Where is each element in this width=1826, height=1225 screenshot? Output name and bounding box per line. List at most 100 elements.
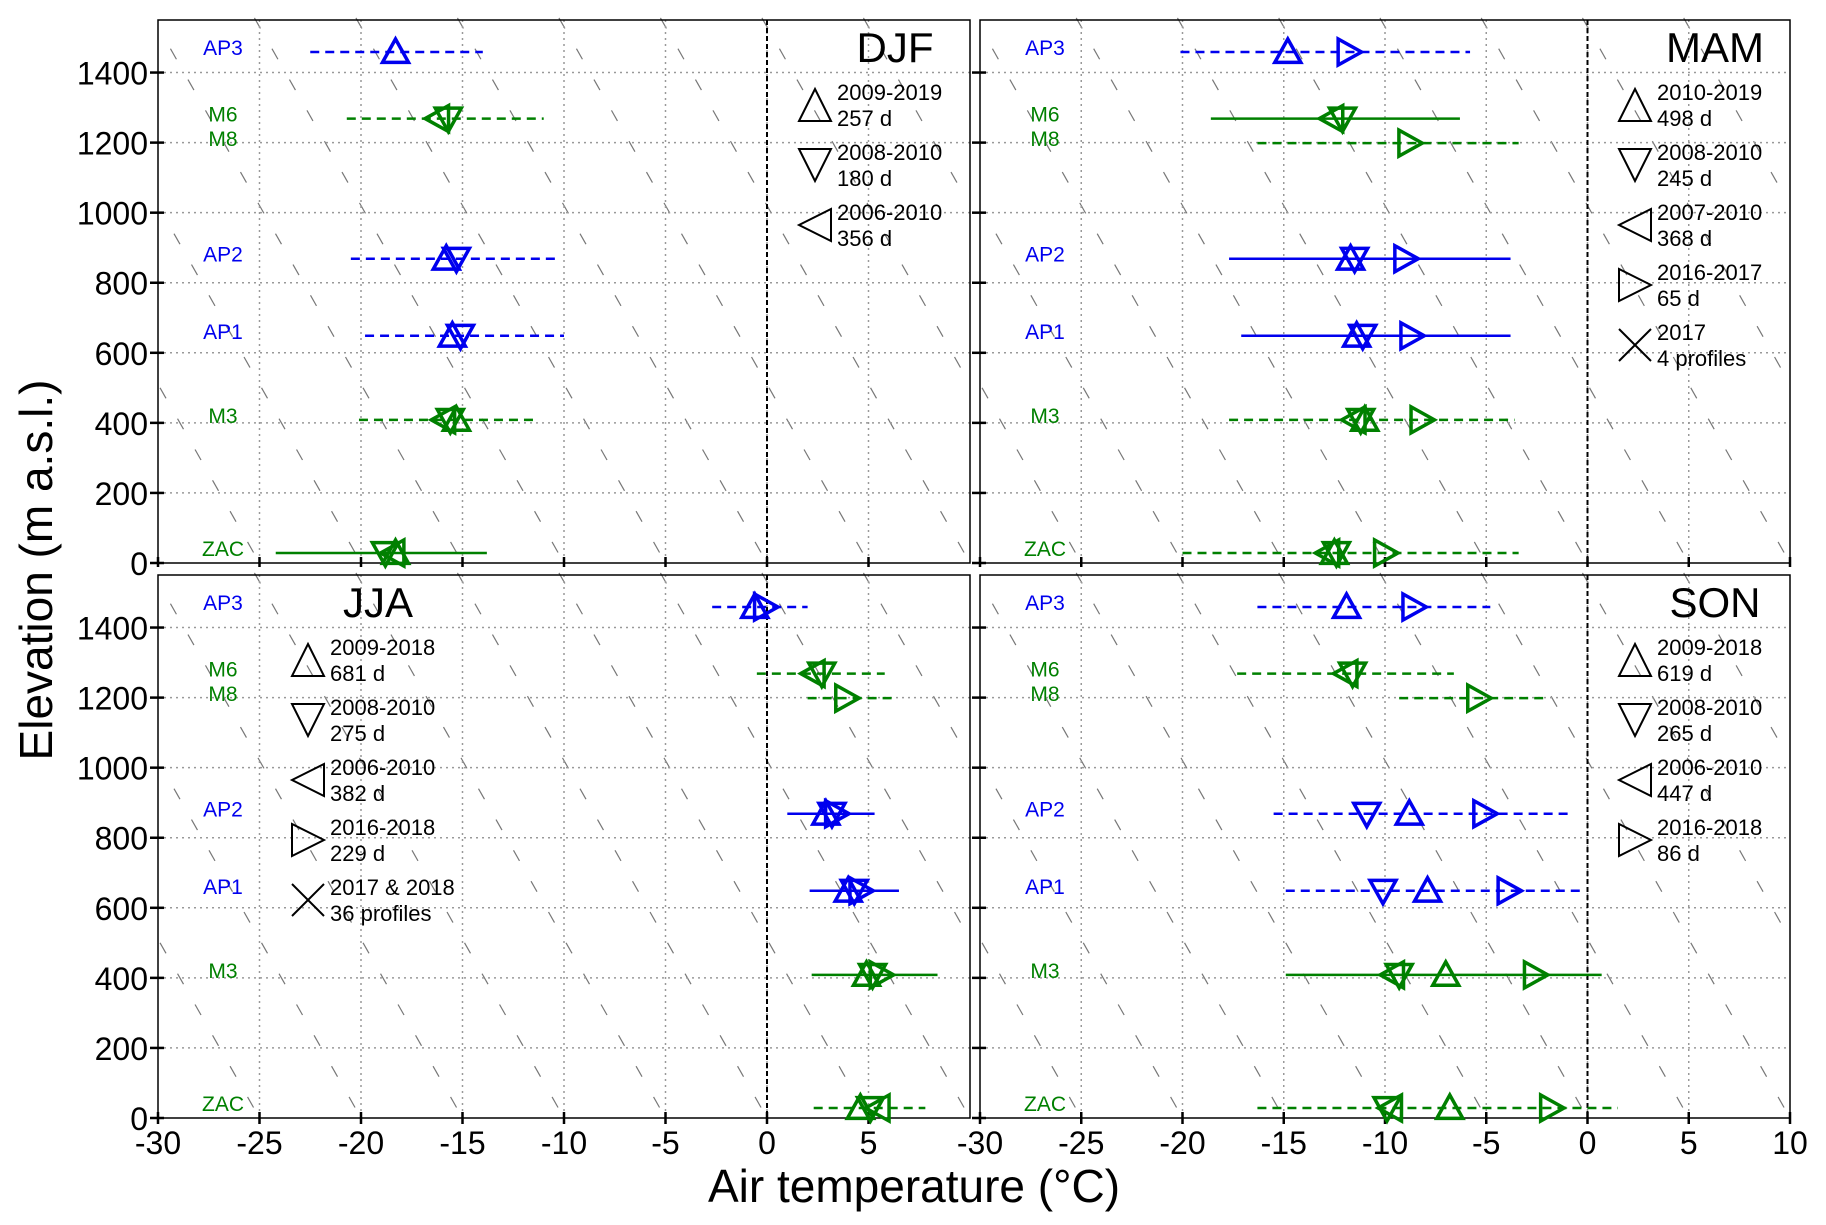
y-tick-label: 600: [95, 891, 148, 927]
marker-triangle-up: [1348, 403, 1381, 433]
station-label-m6: M6: [1030, 659, 1059, 682]
adiabat-dash: [1201, 418, 1209, 430]
legend-marker-triangle-up: [1617, 86, 1653, 122]
adiabat-dash: [1232, 295, 1240, 307]
adiabat-dash: [159, 387, 167, 399]
station-label-m3: M3: [1030, 405, 1059, 428]
adiabat-dash: [1641, 1035, 1649, 1047]
marker-triangle-up: [1330, 590, 1363, 620]
legend-period: 2010-2019: [1657, 80, 1762, 105]
station-label-m8: M8: [208, 683, 237, 706]
adiabat-dash: [1533, 110, 1541, 122]
legend-period: 2009-2019: [837, 80, 942, 105]
station-label-m3: M3: [208, 405, 237, 428]
adiabat-dash: [733, 325, 741, 337]
adiabat-dash: [1774, 356, 1782, 368]
legend-period: 2008-2010: [1657, 695, 1762, 720]
legend-period: 2008-2010: [1657, 140, 1762, 165]
adiabat-dash: [1690, 942, 1698, 954]
adiabat-dash: [1707, 973, 1715, 985]
adiabat-dash: [187, 634, 195, 646]
adiabat-dash: [848, 171, 856, 183]
adiabat-dash: [544, 171, 552, 183]
adiabat-dash: [1634, 110, 1642, 122]
adiabat-dash: [1271, 1096, 1279, 1108]
adiabat-dash: [1721, 819, 1729, 831]
adiabat-dash: [1246, 140, 1254, 153]
marker-triangle-up: [1271, 35, 1304, 65]
adiabat-dash: [1386, 942, 1394, 954]
adiabat-dash: [817, 295, 825, 307]
station-label-m3: M3: [1030, 960, 1059, 983]
marker-triangle-down: [434, 407, 467, 437]
adiabat-dash: [1033, 1035, 1041, 1047]
adiabat-dash: [292, 819, 300, 831]
adiabat-dash: [372, 603, 380, 615]
marker-triangle-up: [1411, 874, 1444, 903]
adiabat-dash: [393, 264, 401, 276]
station-label-m6: M6: [208, 104, 237, 127]
marker-triangle-down: [444, 323, 477, 353]
adiabat-dash: [428, 880, 437, 892]
legend-marker-triangle-up: [797, 86, 833, 122]
adiabat-dash: [831, 140, 839, 153]
adiabat-dash: [1456, 510, 1464, 522]
adiabat-dash: [1690, 387, 1698, 399]
marker-triangle-right: [1399, 319, 1428, 352]
adiabat-dash: [411, 850, 419, 862]
adiabat-dash: [1285, 387, 1293, 399]
station-label-ap1: AP1: [203, 876, 243, 899]
station-label-ap3: AP3: [203, 592, 243, 615]
legend-count: 180 d: [837, 166, 892, 191]
adiabat-dash: [446, 911, 454, 923]
adiabat-dash: [1253, 1065, 1261, 1077]
station-label-ap3: AP3: [1025, 37, 1065, 60]
adiabat-dash: [425, 695, 433, 708]
adiabat-dash: [1487, 942, 1495, 954]
x-tick-label: 5: [1680, 1125, 1698, 1161]
adiabat-dash: [190, 819, 198, 831]
adiabat-dash: [1163, 171, 1171, 183]
adiabat-dash: [803, 1004, 811, 1016]
adiabat-dash: [397, 1004, 405, 1016]
adiabat-dash: [341, 726, 349, 738]
adiabat-dash: [393, 819, 401, 831]
adiabat-dash: [901, 264, 909, 276]
adiabat-dash: [530, 880, 538, 892]
adiabat-dash: [1589, 942, 1597, 954]
x-tick-label: -10: [1362, 1125, 1408, 1161]
marker-triangle-up: [379, 536, 412, 566]
marker-triangle-up: [379, 35, 412, 65]
adiabat-dash: [866, 757, 874, 769]
adiabat-dash: [610, 665, 618, 677]
x-tick-label: -25: [236, 1125, 282, 1161]
panel-title: MAM: [1666, 24, 1764, 71]
adiabat-dash: [649, 911, 657, 923]
station-label-ap2: AP2: [203, 799, 243, 822]
adiabat-dash: [751, 356, 759, 368]
adiabat-dash: [499, 1004, 507, 1016]
adiabat-dash: [663, 202, 671, 214]
adiabat-dash: [610, 110, 618, 122]
adiabat-dash: [694, 634, 702, 646]
adiabat-dash: [1700, 48, 1708, 60]
adiabat-dash: [803, 449, 811, 461]
x-axis-label: Air temperature (°C): [708, 1160, 1120, 1212]
adiabat-dash: [1616, 634, 1624, 646]
adiabat-dash: [1599, 603, 1607, 615]
y-tick-label: 1200: [77, 681, 148, 717]
adiabat-dash: [1501, 233, 1509, 245]
legend-period: 2016-2018: [330, 815, 435, 840]
x-tick-label: -15: [1261, 1125, 1307, 1161]
y-tick-label: 0: [130, 1101, 148, 1137]
adiabat-dash: [1484, 757, 1492, 769]
marker-triangle-right: [823, 797, 853, 830]
station-label-ap3: AP3: [203, 37, 243, 60]
adiabat-dash: [702, 1004, 710, 1016]
adiabat-dash: [1044, 140, 1052, 153]
legend-count: 65 d: [1657, 286, 1700, 311]
adiabat-dash: [565, 942, 573, 954]
adiabat-dash: [1180, 757, 1188, 769]
y-tick-label: 800: [95, 821, 148, 857]
